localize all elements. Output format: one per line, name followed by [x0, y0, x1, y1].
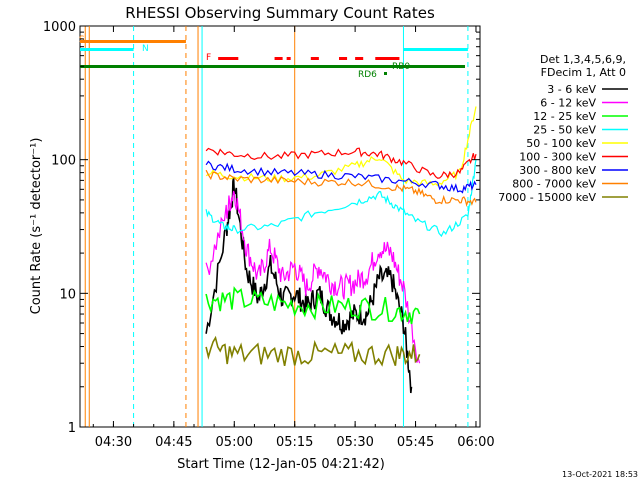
legend-label: 300 - 800 keV — [519, 164, 596, 177]
series-line-8 — [205, 335, 421, 367]
series-line-1 — [205, 190, 421, 364]
flag-bar-f — [339, 57, 348, 60]
series-line-0 — [205, 176, 413, 394]
timestamp-footer: 13-Oct-2021 18:53 — [562, 470, 638, 479]
flag-bar-decim — [80, 65, 465, 68]
x-tick-label: 05:30 — [336, 435, 373, 450]
legend-label: 25 - 50 keV — [533, 124, 596, 137]
flag-bar-f — [375, 57, 400, 60]
y-tick-label: 1000 — [43, 20, 76, 35]
legend-header: FDecim 1, Att 0 — [541, 66, 626, 79]
flag-bar-f — [286, 57, 291, 60]
legend-label: 12 - 25 keV — [533, 110, 596, 123]
x-tick-label: 06:00 — [457, 435, 494, 450]
series-line-3 — [205, 159, 477, 238]
series-line-7 — [205, 169, 477, 207]
x-tick-label: 05:00 — [216, 435, 253, 450]
legend-header: Det 1,3,4,5,6,9, — [540, 53, 626, 66]
legend-label: 100 - 300 keV — [519, 151, 596, 164]
legend-label: 7000 - 15000 keV — [498, 191, 596, 204]
flag-label-rb0: RB0 — [392, 62, 410, 72]
flag-bar-f — [274, 57, 283, 60]
x-tick-label: 04:30 — [95, 435, 132, 450]
y-tick-label: 1 — [68, 421, 76, 436]
series-line-5 — [205, 147, 477, 179]
x-tick-label: 05:15 — [276, 435, 313, 450]
flag-dot-rd6 — [384, 72, 387, 75]
plot-frame — [79, 25, 481, 428]
flag-label-s: S — [79, 35, 85, 45]
legend-label: 50 - 100 keV — [526, 137, 596, 150]
y-tick-label: 100 — [51, 154, 76, 169]
x-tick-label: 05:45 — [397, 435, 434, 450]
legend-label: 6 - 12 keV — [540, 97, 596, 110]
flag-label-f: F — [206, 53, 211, 63]
x-tick-label: 04:45 — [155, 435, 192, 450]
series-line-6 — [205, 160, 477, 194]
y-tick-label: 10 — [59, 287, 76, 302]
y-axis-label: Count Rate (s⁻¹ detector⁻¹) — [29, 138, 44, 315]
series-line-2 — [205, 286, 421, 325]
flag-label-n: N — [142, 44, 149, 54]
legend-label: 800 - 7000 keV — [512, 178, 596, 191]
series-line-4 — [205, 106, 477, 187]
flag-bar-f — [310, 57, 319, 60]
legend-label: 3 - 6 keV — [547, 83, 596, 96]
flag-bar-n — [403, 48, 468, 51]
flag-bar-s — [80, 40, 186, 43]
flag-bar-f — [355, 57, 364, 60]
chart-title: RHESSI Observing Summary Count Rates — [125, 4, 435, 22]
x-axis-label: Start Time (12-Jan-05 04:21:42) — [177, 457, 385, 472]
flag-label-rd6: RD6 — [358, 70, 377, 80]
flag-bar-n — [80, 48, 134, 51]
flag-bar-f — [218, 57, 239, 60]
